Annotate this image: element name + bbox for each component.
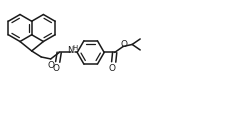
Text: O: O xyxy=(52,64,59,73)
Text: H: H xyxy=(72,45,77,51)
Text: O: O xyxy=(108,64,115,73)
Text: O: O xyxy=(120,40,127,49)
Text: O: O xyxy=(47,61,55,70)
Text: N: N xyxy=(67,46,73,55)
